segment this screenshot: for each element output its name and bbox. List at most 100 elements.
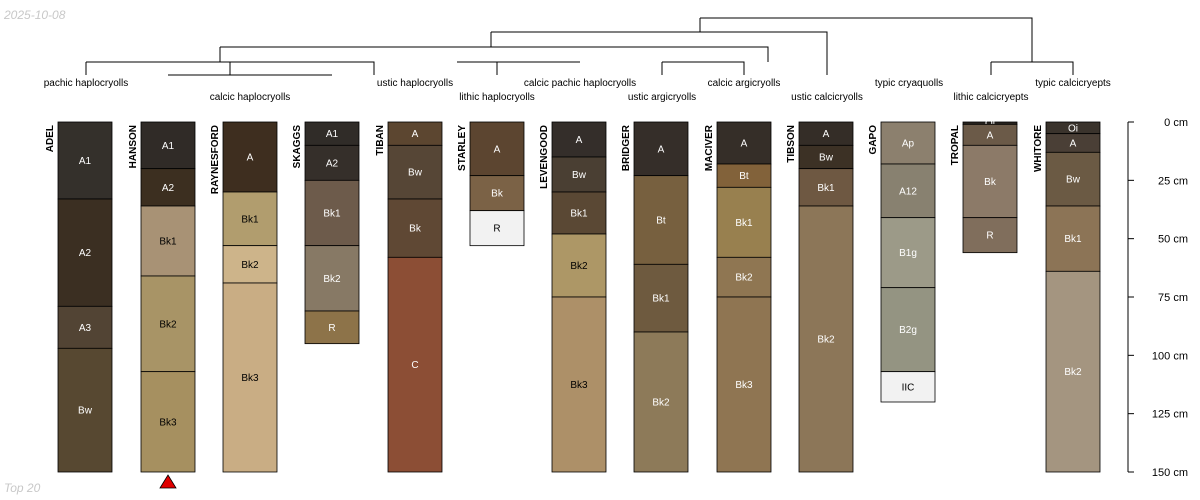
horizon-label: Bt <box>739 171 749 182</box>
taxon-label: pachic haplocryolls <box>44 78 129 89</box>
profile-name: ADEL <box>45 125 56 152</box>
soil-profile: Ap A12 B1g B2g IIC GAPO <box>868 121 936 403</box>
horizon-label: B1g <box>899 248 917 259</box>
horizon-rect <box>798 205 854 473</box>
horizon-label: Bk1 <box>735 218 753 229</box>
horizon-label: A <box>494 144 501 155</box>
horizon-label: R <box>986 231 993 242</box>
horizon-rect <box>140 168 196 207</box>
horizon-label: Oi <box>1068 123 1078 134</box>
highlight-marker <box>159 474 177 489</box>
horizon-rect <box>57 347 113 473</box>
horizon-label: Bw <box>1066 175 1081 186</box>
axis-tick-label: 25 cm <box>1158 175 1188 187</box>
horizon-rect <box>57 305 113 349</box>
dendrogram <box>85 17 1074 76</box>
horizon-rect <box>57 198 113 307</box>
horizon-rect <box>222 191 278 247</box>
profile-name: STARLEY <box>457 125 468 171</box>
dendrogram-branch <box>700 17 1033 62</box>
taxon-label: lithic calcicryepts <box>953 92 1028 103</box>
axis-tick-label: 75 cm <box>1158 292 1188 304</box>
depth-axis: 0 cm 25 cm 50 cm 75 cm 100 cm 125 cm 150 cm <box>1127 117 1188 479</box>
horizon-rect <box>880 371 936 403</box>
date-label: 2025-10-08 <box>3 8 66 22</box>
horizon-label: Bk2 <box>1064 367 1082 378</box>
horizon-label: Bk2 <box>241 260 259 271</box>
soil-profile: A Bk1 Bk2 Bk3 RAYNESFORD <box>210 121 278 473</box>
horizon-rect <box>140 205 196 277</box>
profile-name: TIBSON <box>786 125 797 163</box>
horizon-label: A <box>741 138 748 149</box>
dendrogram-branch <box>86 61 375 75</box>
horizon-label: Bk1 <box>652 294 670 305</box>
profile-name: TROPAL <box>950 125 961 165</box>
horizon-rect <box>140 121 196 170</box>
horizon-label: A1 <box>162 141 175 152</box>
profile-name: MACIVER <box>704 124 715 171</box>
horizon-rect <box>304 245 360 312</box>
axis-tick-label: 100 cm <box>1152 350 1188 362</box>
horizon-rect <box>304 310 360 345</box>
profiles-layer: pachic haplocryolls calcic haplocryolls us… <box>44 78 1111 489</box>
horizon-rect <box>551 191 607 235</box>
dendrogram-branch <box>662 61 745 75</box>
horizon-label: A <box>987 130 994 141</box>
horizon-rect <box>880 163 936 219</box>
horizon-rect <box>222 245 278 284</box>
horizon-label: Bk1 <box>159 236 177 247</box>
soil-profile: A1 A2 Bk1 Bk2 Bk3 HANSON <box>128 121 196 489</box>
horizon-label: Bk2 <box>159 319 177 330</box>
taxon-label: calcic haplocryolls <box>210 92 291 103</box>
axis-tick-label: 50 cm <box>1158 234 1188 246</box>
horizon-label: Bk1 <box>1064 234 1082 245</box>
dendrogram-branch <box>491 31 828 75</box>
horizon-rect <box>469 175 525 212</box>
soil-profile: A Bt Bk1 Bk2 BRIDGER <box>621 121 689 473</box>
horizon-rect <box>222 282 278 473</box>
horizon-rect <box>716 296 772 473</box>
horizon-rect <box>551 156 607 193</box>
soil-profile: A Bw Bk1 Bk2 TIBSON <box>786 121 854 473</box>
soil-profile: A Bw Bk C TIBAN <box>375 121 443 473</box>
soil-profile: A Bk R STARLEY <box>457 121 525 247</box>
horizon-rect <box>798 168 854 207</box>
soil-profile: Oi A Bw Bk1 Bk2 WHITORE <box>1033 121 1101 473</box>
soil-profile: A Bt Bk1 Bk2 Bk3 MACIVER <box>704 121 772 473</box>
horizon-rect <box>880 217 936 289</box>
horizon-label: Ap <box>902 138 915 149</box>
horizon-rect <box>469 210 525 247</box>
profile-name: RAYNESFORD <box>210 125 221 194</box>
horizon-label: C <box>411 360 418 371</box>
horizon-label: A <box>658 144 665 155</box>
horizon-rect <box>633 121 689 177</box>
horizon-rect <box>304 179 360 247</box>
axis-tick-label: 150 cm <box>1152 467 1188 479</box>
soil-profile: A1 A2 Bk1 Bk2 R SKAGGS <box>292 121 360 345</box>
soil-profile: A Bw Bk1 Bk2 Bk3 LEVENGOOD <box>539 121 607 473</box>
horizon-label: Bw <box>819 152 834 163</box>
horizon-label: Bk3 <box>570 380 588 391</box>
taxon-label: ustic calcicryolls <box>791 92 863 103</box>
axis-tick-label: 125 cm <box>1152 409 1188 421</box>
profile-name: WHITORE <box>1033 125 1044 172</box>
horizon-label: A <box>412 129 419 140</box>
horizon-rect <box>551 121 607 158</box>
horizon-label: Bk3 <box>241 373 259 384</box>
horizon-label: A <box>1070 138 1077 149</box>
horizon-label: A1 <box>79 156 92 167</box>
taxon-label: calcic argicryolls <box>708 78 781 89</box>
horizon-label: Bk1 <box>323 208 341 219</box>
horizon-rect <box>1045 151 1101 207</box>
horizon-label: Bk1 <box>817 183 835 194</box>
horizon-label: Bw <box>78 406 93 417</box>
profile-name: SKAGGS <box>292 125 303 169</box>
horizon-rect <box>962 144 1018 219</box>
horizon-label: B2g <box>899 325 917 336</box>
horizon-rect <box>716 256 772 298</box>
profile-name: TIBAN <box>375 125 386 156</box>
horizon-label: Bk2 <box>323 274 341 285</box>
horizon-rect <box>222 121 278 193</box>
horizon-label: A <box>247 152 254 163</box>
